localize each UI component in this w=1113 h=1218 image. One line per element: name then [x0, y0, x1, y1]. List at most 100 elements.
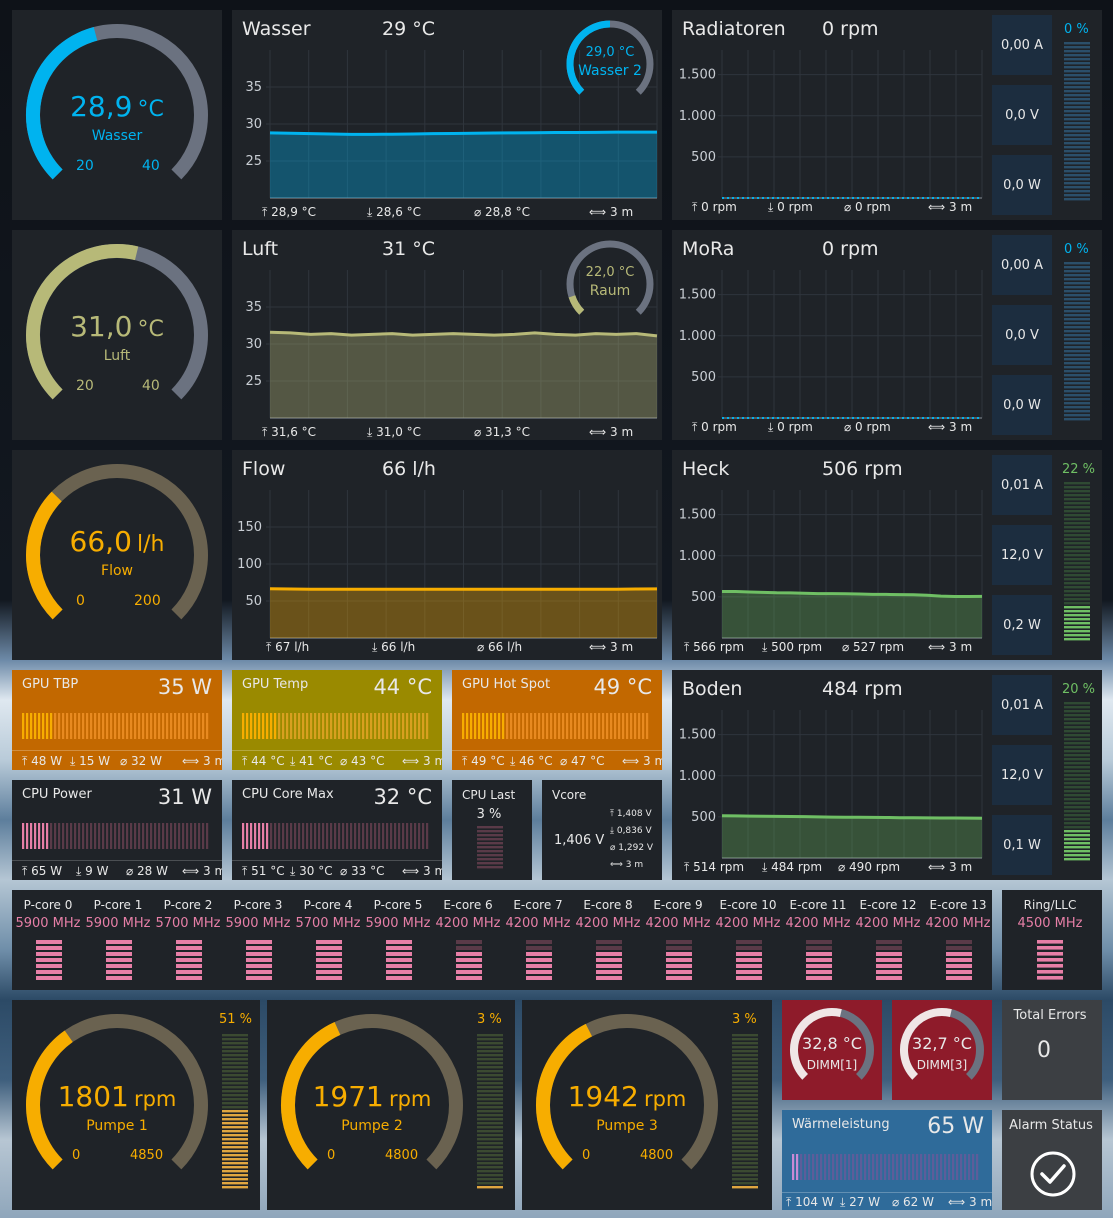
dimm-tile-3: 32,7 °C DIMM[3] — [892, 1000, 992, 1100]
bar-segment — [1064, 58, 1090, 61]
bar-segment — [250, 713, 253, 739]
bar-segment — [1064, 730, 1090, 733]
bar-segment — [366, 713, 369, 739]
tile-divider — [12, 750, 222, 751]
series-line — [721, 814, 983, 820]
bar-segment — [98, 823, 101, 849]
bar-segment — [1064, 102, 1090, 105]
core-mhz: 4200 MHz — [435, 916, 501, 931]
bar-segment — [342, 823, 345, 849]
bar-segment — [246, 713, 249, 739]
bar-segment — [66, 713, 69, 739]
stat-max: ⤒ 65 W — [22, 864, 63, 878]
alarm-status-tile[interactable]: Alarm Status — [1002, 1110, 1102, 1210]
bar-segment — [282, 713, 285, 739]
bar-segment — [876, 946, 902, 950]
bar-segment — [456, 952, 482, 956]
bar-segment — [30, 713, 33, 739]
bar-segment — [162, 823, 165, 849]
core-level-bar — [736, 940, 762, 980]
tile-divider — [452, 750, 662, 751]
bar-segment — [146, 823, 149, 849]
bar-segment — [1064, 122, 1090, 125]
bar-segment — [477, 826, 503, 829]
stat-span: ⟺ 3 m — [182, 754, 222, 768]
bar-segment — [1064, 770, 1090, 773]
bar-segment — [154, 713, 157, 739]
bar-segment — [1064, 130, 1090, 133]
bar-segment — [146, 713, 149, 739]
bar-segment — [526, 970, 552, 974]
bar-segment — [176, 976, 202, 980]
bar-segment — [474, 713, 477, 739]
bar-segment — [102, 823, 105, 849]
core-name: P-core 3 — [233, 898, 283, 912]
bar-segment — [494, 713, 497, 739]
y-tick-label: 1.000 — [679, 329, 716, 344]
bar-segment — [54, 823, 57, 849]
bar-segment — [1064, 322, 1090, 325]
y-tick-label: 50 — [245, 594, 262, 609]
y-tick-label: 1.000 — [679, 549, 716, 564]
bar-segment — [550, 713, 553, 739]
series-line — [269, 330, 658, 338]
core-level-bar — [806, 940, 832, 980]
stat-min: ⤓ 0 rpm — [768, 420, 813, 434]
bar-segment — [1064, 714, 1090, 717]
bar-segment — [1064, 498, 1090, 501]
core-level-bar — [456, 940, 482, 980]
series-area — [270, 332, 657, 418]
bar-segment — [732, 1058, 758, 1061]
bar-segment — [732, 1158, 758, 1161]
bar-segment — [222, 1034, 248, 1037]
stat-min: ⤓ 0,836 V — [610, 826, 652, 836]
bar-segment — [477, 1178, 503, 1181]
bar-segment — [477, 1154, 503, 1157]
bar-segment — [732, 1082, 758, 1085]
bar-segment — [306, 823, 309, 849]
bar-segment — [622, 713, 625, 739]
bar-segment — [732, 1086, 758, 1089]
bar-segment — [1064, 582, 1090, 585]
bar-segment — [42, 713, 45, 739]
bar-segment — [477, 1110, 503, 1113]
bar-segment — [138, 823, 141, 849]
core-level-bar — [946, 940, 972, 980]
core-name: E-core 6 — [443, 898, 493, 912]
bar-segment — [174, 823, 177, 849]
bar-segment — [1064, 82, 1090, 85]
bar-segment — [1064, 298, 1090, 301]
bar-segment — [362, 713, 365, 739]
tile-gpu-temp: GPU Temp 44 °C ⤒ 44 °C ⤓ 41 °C ⌀ 43 °C ⟺… — [232, 670, 442, 770]
bar-segment — [1064, 726, 1090, 729]
bar-segment — [477, 1174, 503, 1177]
bar-segment — [118, 823, 121, 849]
stat-avg: ⌀ 62 W — [892, 1195, 934, 1209]
bar-segment — [596, 946, 622, 950]
tile-gpu-tbp: GPU TBP 35 W ⤒ 48 W ⤓ 15 W ⌀ 32 W ⟺ 3 m — [12, 670, 222, 770]
tile-title: Alarm Status — [1009, 1118, 1093, 1133]
sub-gauge-value: 29,0 °C — [585, 45, 635, 60]
bar-segment — [386, 958, 412, 962]
bar-segment — [222, 1062, 248, 1065]
bar-segment — [106, 946, 132, 950]
core-level-bar — [666, 940, 692, 980]
bar-segment — [134, 823, 137, 849]
bar-segment — [1064, 186, 1090, 189]
bar-segment — [46, 823, 49, 849]
bar-segment — [456, 964, 482, 968]
bar-segment — [278, 823, 281, 849]
bar-segment — [732, 1166, 758, 1169]
pump-level-bar — [477, 1034, 503, 1189]
bar-segment — [346, 713, 349, 739]
bar-segment — [106, 964, 132, 968]
bar-segment — [30, 823, 33, 849]
bar-segment — [944, 1154, 947, 1180]
core-name: E-core 7 — [513, 898, 563, 912]
bar-segment — [1064, 170, 1090, 173]
bar-segment — [477, 834, 503, 837]
bar-segment — [1064, 806, 1090, 809]
tile-value: 3 % — [476, 807, 502, 822]
bar-segment — [322, 823, 325, 849]
gauge-fill — [566, 20, 611, 95]
